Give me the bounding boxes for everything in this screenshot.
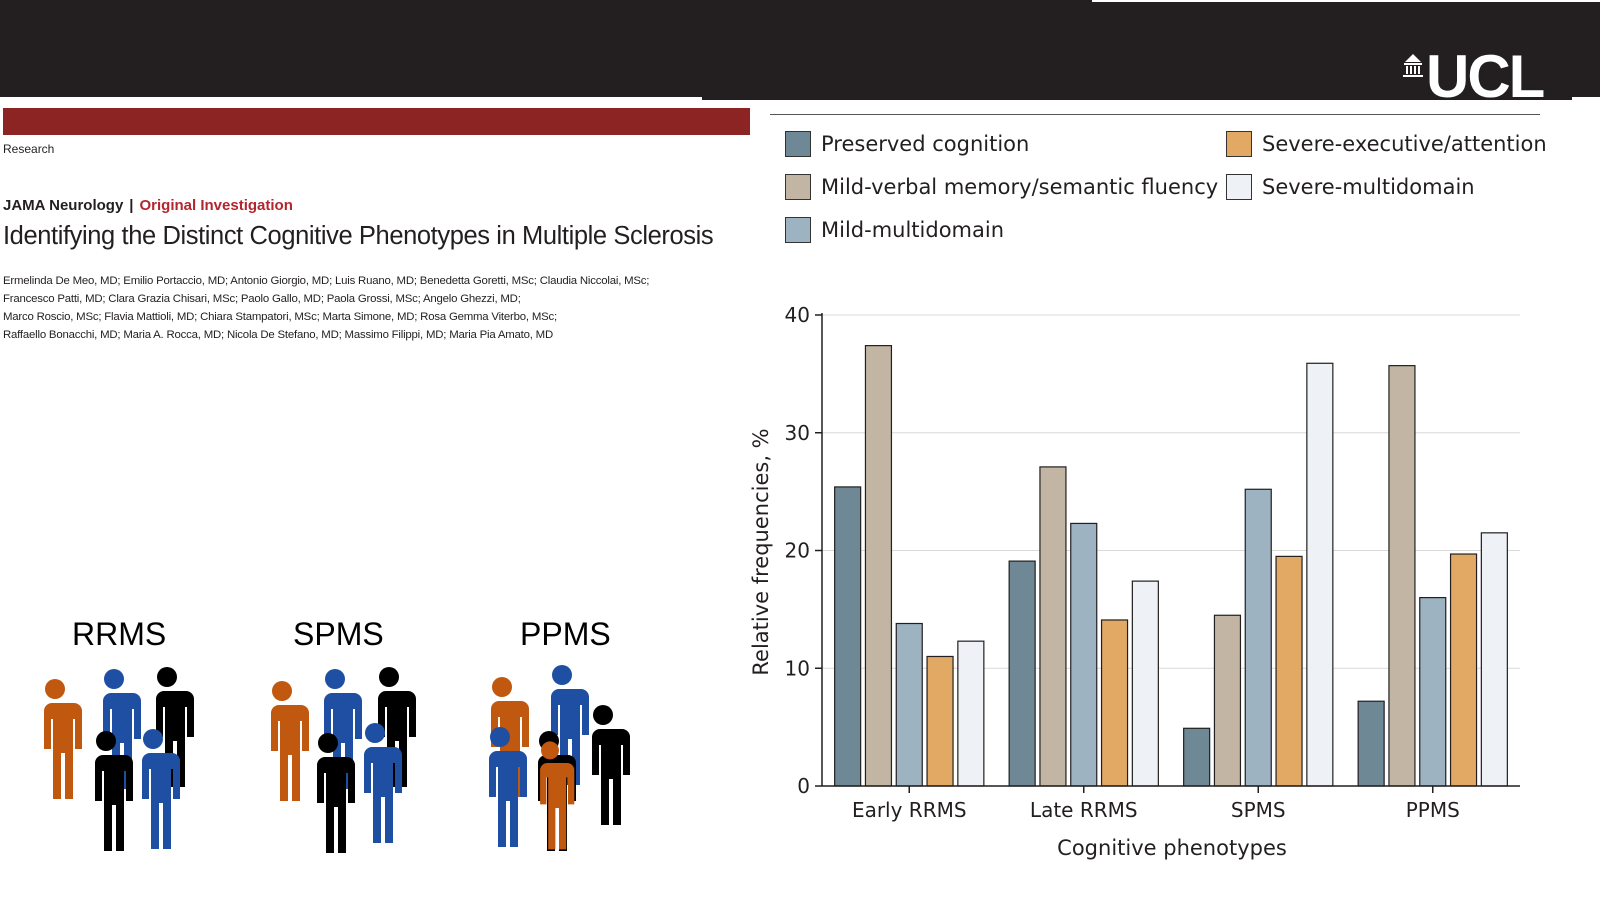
person-icon xyxy=(481,727,527,847)
bar xyxy=(926,655,954,787)
group-label-spms: SPMS xyxy=(293,616,384,652)
x-axis-label: Cognitive phenotypes xyxy=(1057,836,1287,860)
person-icon xyxy=(36,679,82,799)
person-icon xyxy=(543,665,589,785)
y-tick-label: 20 xyxy=(785,539,810,563)
legend-item: Mild-verbal memory/semantic fluency xyxy=(785,174,1218,200)
bar xyxy=(895,622,923,787)
person-icon xyxy=(309,733,355,853)
article-title: Identifying the Distinct Cognitive Pheno… xyxy=(3,222,714,250)
chart-bars xyxy=(834,345,1508,787)
legend-swatch xyxy=(785,174,811,200)
person-icon xyxy=(148,667,194,787)
bar xyxy=(1449,553,1478,787)
x-tick-label: Early RRMS xyxy=(852,798,967,822)
person-icon xyxy=(532,741,575,850)
legend-label: Severe-multidomain xyxy=(1262,175,1475,199)
author-list: Ermelinda De Meo, MD; Emilio Portaccio, … xyxy=(3,272,763,344)
bar xyxy=(1183,727,1211,787)
bar xyxy=(1008,560,1036,787)
legend-label: Mild-multidomain xyxy=(821,218,1005,242)
header-bar xyxy=(0,0,1600,100)
bar xyxy=(957,640,985,787)
ucl-logo: UCL xyxy=(1402,43,1545,110)
journal-separator: | xyxy=(129,197,134,214)
person-icon xyxy=(356,723,402,843)
author-line: Raffaello Bonacchi, MD; Maria A. Rocca, … xyxy=(3,329,553,341)
legend-swatch xyxy=(1226,131,1252,157)
bar xyxy=(834,486,862,787)
author-line: Francesco Patti, MD; Clara Grazia Chisar… xyxy=(3,293,521,305)
bar xyxy=(1039,466,1067,787)
group-label-ppms: PPMS xyxy=(520,616,611,652)
author-line: Marco Roscio, MSc; Flavia Mattioli, MD; … xyxy=(3,311,557,323)
bar xyxy=(1357,700,1385,787)
legend-item: Preserved cognition xyxy=(785,131,1029,157)
bar xyxy=(1100,619,1129,787)
legend-item: Severe-executive/attention xyxy=(1226,131,1547,157)
person-icon xyxy=(370,667,416,787)
chart-grid xyxy=(822,314,1520,669)
section-label: Research xyxy=(3,142,55,156)
bar xyxy=(1070,522,1098,787)
bar xyxy=(1480,532,1508,787)
legend-swatch xyxy=(1226,174,1252,200)
legend-swatch xyxy=(785,217,811,243)
y-tick-label: 40 xyxy=(785,303,810,327)
article-type: Original Investigation xyxy=(139,197,293,214)
legend-label: Mild-verbal memory/semantic fluency xyxy=(821,175,1219,199)
legend-item: Mild-multidomain xyxy=(785,217,1004,243)
person-icon xyxy=(134,729,180,849)
person-icon xyxy=(87,731,133,851)
chart-axes: 0 10 20 30 40 Early RRMS Late RRMS SPMS PPMS xyxy=(785,303,1520,822)
legend-item: Severe-multidomain xyxy=(1226,174,1475,200)
bar xyxy=(1388,365,1416,787)
journal-name: JAMA Neurology xyxy=(3,197,124,214)
journal-color-bar xyxy=(3,108,750,135)
legend-label: Preserved cognition xyxy=(821,132,1030,156)
people-group-spms xyxy=(263,667,416,853)
person-icon xyxy=(263,681,309,801)
y-tick-label: 30 xyxy=(785,421,810,445)
bar xyxy=(1131,580,1159,787)
legend-swatch xyxy=(785,131,811,157)
bar xyxy=(1244,488,1272,787)
bar xyxy=(864,345,893,787)
author-line: Ermelinda De Meo, MD; Emilio Portaccio, … xyxy=(3,275,650,287)
bar xyxy=(1306,362,1334,787)
legend-divider xyxy=(770,114,1540,115)
legend-label: Severe-executive/attention xyxy=(1262,132,1547,156)
header-gap xyxy=(0,97,702,102)
people-group-rrms xyxy=(36,667,194,851)
people-group-ppms xyxy=(481,665,630,851)
header-top-edge xyxy=(1092,0,1600,2)
bar xyxy=(1213,614,1242,787)
bar xyxy=(1275,555,1303,787)
header-right-gap xyxy=(1572,97,1600,102)
journal-line: JAMA Neurology | Original Investigation xyxy=(3,197,293,214)
y-axis-label: Relative frequencies, % xyxy=(749,428,773,675)
x-tick-label: Late RRMS xyxy=(1030,798,1138,822)
y-tick-label: 10 xyxy=(785,656,810,680)
group-label-rrms: RRMS xyxy=(72,616,167,652)
bar xyxy=(1419,596,1447,787)
y-tick-label: 0 xyxy=(797,774,810,798)
person-icon xyxy=(584,705,630,825)
portico-icon xyxy=(1403,54,1423,77)
x-tick-label: PPMS xyxy=(1406,798,1460,822)
ucl-logo-text: UCL xyxy=(1426,43,1545,110)
x-tick-label: SPMS xyxy=(1231,798,1286,822)
